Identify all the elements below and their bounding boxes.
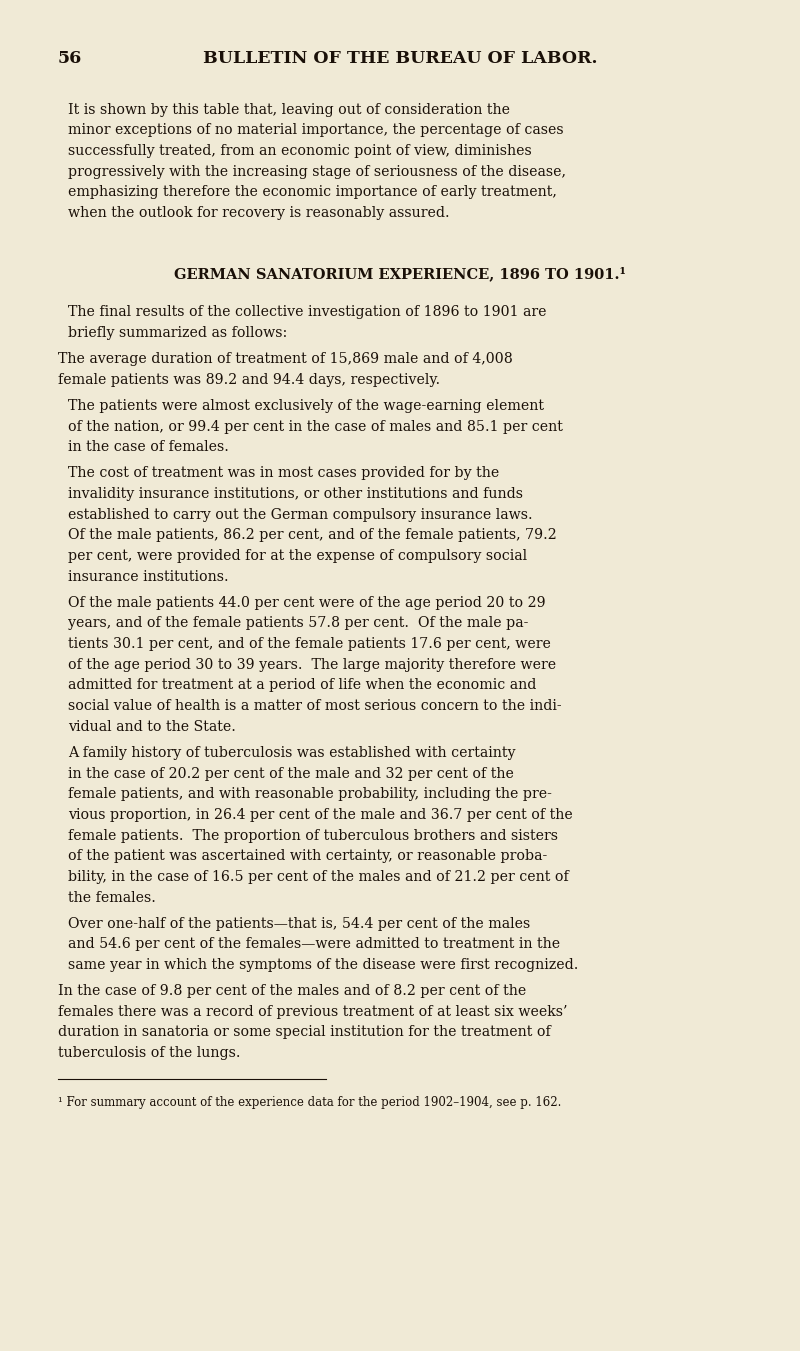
- Text: females there was a record of previous treatment of at least six weeks’: females there was a record of previous t…: [58, 1005, 567, 1019]
- Text: minor exceptions of no material importance, the percentage of cases: minor exceptions of no material importan…: [68, 123, 564, 138]
- Text: established to carry out the German compulsory insurance laws.: established to carry out the German comp…: [68, 508, 533, 521]
- Text: of the patient was ascertained with certainty, or reasonable proba-: of the patient was ascertained with cert…: [68, 850, 547, 863]
- Text: insurance institutions.: insurance institutions.: [68, 570, 229, 584]
- Text: ¹ For summary account of the experience data for the period 1902–1904, see p. 16: ¹ For summary account of the experience …: [58, 1097, 561, 1109]
- Text: and 54.6 per cent of the females—were admitted to treatment in the: and 54.6 per cent of the females—were ad…: [68, 938, 560, 951]
- Text: The final results of the collective investigation of 1896 to 1901 are: The final results of the collective inve…: [68, 305, 546, 319]
- Text: A family history of tuberculosis was established with certainty: A family history of tuberculosis was est…: [68, 746, 515, 759]
- Text: In the case of 9.8 per cent of the males and of 8.2 per cent of the: In the case of 9.8 per cent of the males…: [58, 984, 526, 998]
- Text: female patients, and with reasonable probability, including the pre-: female patients, and with reasonable pro…: [68, 788, 552, 801]
- Text: female patients was 89.2 and 94.4 days, respectively.: female patients was 89.2 and 94.4 days, …: [58, 373, 440, 386]
- Text: GERMAN SANATORIUM EXPERIENCE, 1896 TO 1901.¹: GERMAN SANATORIUM EXPERIENCE, 1896 TO 19…: [174, 266, 626, 281]
- Text: admitted for treatment at a period of life when the economic and: admitted for treatment at a period of li…: [68, 678, 536, 693]
- Text: Of the male patients, 86.2 per cent, and of the female patients, 79.2: Of the male patients, 86.2 per cent, and…: [68, 528, 557, 542]
- Text: 56: 56: [58, 50, 82, 68]
- Text: invalidity insurance institutions, or other institutions and funds: invalidity insurance institutions, or ot…: [68, 486, 523, 501]
- Text: The cost of treatment was in most cases provided for by the: The cost of treatment was in most cases …: [68, 466, 499, 481]
- Text: The patients were almost exclusively of the wage-earning element: The patients were almost exclusively of …: [68, 399, 544, 413]
- Text: vious proportion, in 26.4 per cent of the male and 36.7 per cent of the: vious proportion, in 26.4 per cent of th…: [68, 808, 573, 821]
- Text: duration in sanatoria or some special institution for the treatment of: duration in sanatoria or some special in…: [58, 1025, 550, 1039]
- Text: social value of health is a matter of most serious concern to the indi-: social value of health is a matter of mo…: [68, 698, 562, 713]
- Text: when the outlook for recovery is reasonably assured.: when the outlook for recovery is reasona…: [68, 205, 450, 220]
- Text: in the case of females.: in the case of females.: [68, 440, 229, 454]
- Text: vidual and to the State.: vidual and to the State.: [68, 720, 236, 734]
- Text: The average duration of treatment of 15,869 male and of 4,008: The average duration of treatment of 15,…: [58, 353, 512, 366]
- Text: years, and of the female patients 57.8 per cent.  Of the male pa-: years, and of the female patients 57.8 p…: [68, 616, 528, 631]
- Text: progressively with the increasing stage of seriousness of the disease,: progressively with the increasing stage …: [68, 165, 566, 178]
- Text: emphasizing therefore the economic importance of early treatment,: emphasizing therefore the economic impor…: [68, 185, 557, 200]
- Text: Of the male patients 44.0 per cent were of the age period 20 to 29: Of the male patients 44.0 per cent were …: [68, 596, 546, 609]
- Text: same year in which the symptoms of the disease were first recognized.: same year in which the symptoms of the d…: [68, 958, 578, 971]
- Text: briefly summarized as follows:: briefly summarized as follows:: [68, 326, 287, 340]
- Text: the females.: the females.: [68, 890, 156, 905]
- Text: of the nation, or 99.4 per cent in the case of males and 85.1 per cent: of the nation, or 99.4 per cent in the c…: [68, 420, 563, 434]
- Text: tuberculosis of the lungs.: tuberculosis of the lungs.: [58, 1046, 240, 1061]
- Text: BULLETIN OF THE BUREAU OF LABOR.: BULLETIN OF THE BUREAU OF LABOR.: [202, 50, 598, 68]
- Text: in the case of 20.2 per cent of the male and 32 per cent of the: in the case of 20.2 per cent of the male…: [68, 766, 514, 781]
- Text: It is shown by this table that, leaving out of consideration the: It is shown by this table that, leaving …: [68, 103, 510, 116]
- Text: tients 30.1 per cent, and of the female patients 17.6 per cent, were: tients 30.1 per cent, and of the female …: [68, 638, 551, 651]
- Text: per cent, were provided for at the expense of compulsory social: per cent, were provided for at the expen…: [68, 549, 527, 563]
- Text: female patients.  The proportion of tuberculous brothers and sisters: female patients. The proportion of tuber…: [68, 828, 558, 843]
- Text: bility, in the case of 16.5 per cent of the males and of 21.2 per cent of: bility, in the case of 16.5 per cent of …: [68, 870, 569, 884]
- Text: Over one-half of the patients—that is, 54.4 per cent of the males: Over one-half of the patients—that is, 5…: [68, 916, 530, 931]
- Text: successfully treated, from an economic point of view, diminishes: successfully treated, from an economic p…: [68, 145, 532, 158]
- Text: of the age period 30 to 39 years.  The large majority therefore were: of the age period 30 to 39 years. The la…: [68, 658, 556, 671]
